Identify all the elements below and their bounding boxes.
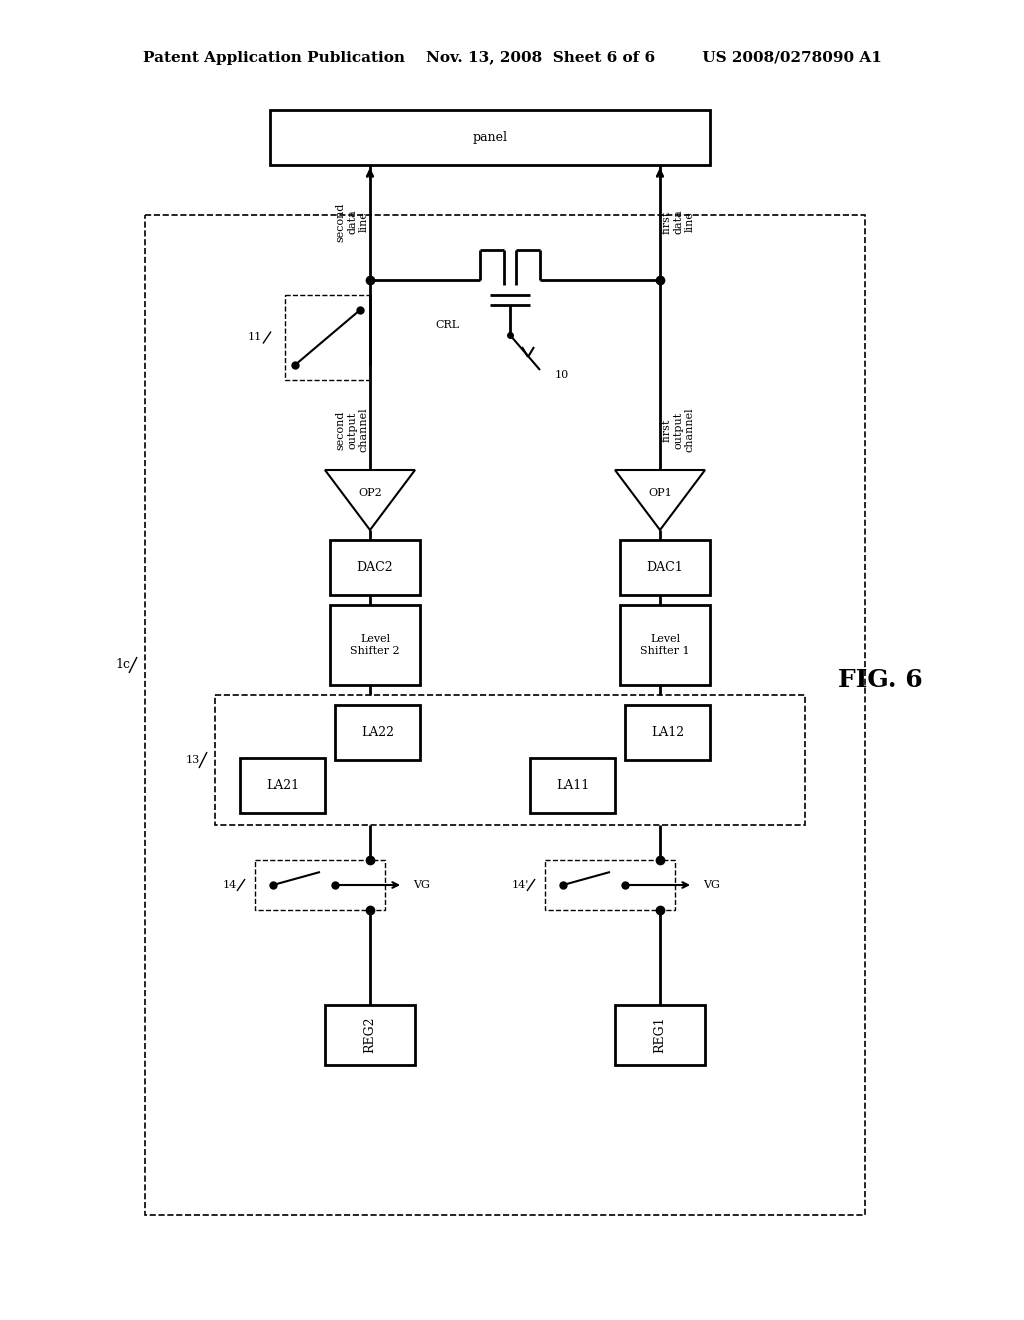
Text: LA22: LA22 [361,726,394,739]
Text: 11: 11 [248,333,262,342]
Bar [215,696,805,825]
Bar [285,294,370,380]
Text: 10: 10 [555,370,569,380]
Bar [620,605,710,685]
Bar [615,1005,705,1065]
Bar [325,1005,415,1065]
Text: 14: 14 [223,880,238,890]
Text: first
output
channel: first output channel [662,408,694,453]
Text: OP1: OP1 [648,488,672,498]
Bar [255,861,385,909]
Text: LA21: LA21 [266,779,299,792]
Text: Level
Shifter 1: Level Shifter 1 [640,634,690,656]
Bar [330,605,420,685]
Bar [530,758,615,813]
Text: Patent Application Publication    Nov. 13, 2008  Sheet 6 of 6         US 2008/02: Patent Application Publication Nov. 13, … [142,51,882,65]
Text: VG: VG [703,880,720,890]
Text: FIG. 6: FIG. 6 [838,668,923,692]
Text: CRL: CRL [436,319,460,330]
Bar [145,215,865,1214]
Text: DAC1: DAC1 [646,561,683,574]
Polygon shape [615,470,705,531]
Text: LA12: LA12 [651,726,684,739]
Text: first
data
line: first data line [662,210,694,235]
Text: second
data
line: second data line [336,202,369,242]
Text: LA11: LA11 [556,779,589,792]
Text: VG: VG [413,880,430,890]
Bar [335,705,420,760]
Text: 13: 13 [186,755,200,766]
Text: 1c: 1c [116,659,130,672]
Text: DAC2: DAC2 [356,561,393,574]
Bar [330,540,420,595]
Text: Level
Shifter 2: Level Shifter 2 [350,634,399,656]
Text: REG1: REG1 [653,1016,667,1053]
Bar [625,705,710,760]
Text: 14': 14' [511,880,528,890]
Text: OP2: OP2 [358,488,382,498]
Bar [270,110,710,165]
Bar [240,758,325,813]
Bar [545,861,675,909]
Polygon shape [325,470,415,531]
Text: REG2: REG2 [364,1016,377,1053]
Text: second
output
channel: second output channel [336,408,369,453]
Text: panel: panel [472,131,508,144]
Bar [620,540,710,595]
